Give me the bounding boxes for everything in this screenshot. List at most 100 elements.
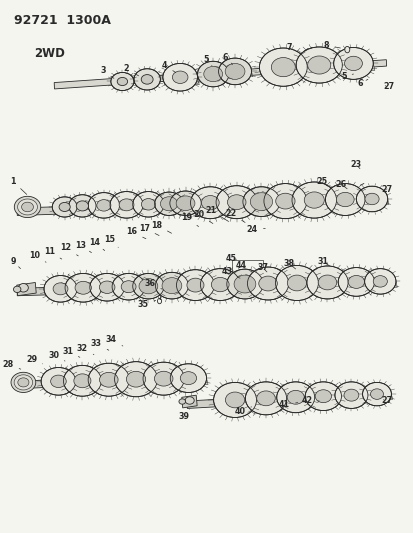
Text: 14: 14 — [89, 238, 104, 251]
Polygon shape — [334, 395, 368, 401]
Text: 26: 26 — [335, 180, 347, 189]
Polygon shape — [216, 202, 258, 209]
Polygon shape — [88, 205, 121, 212]
Ellipse shape — [307, 56, 330, 74]
Ellipse shape — [14, 286, 21, 293]
Polygon shape — [133, 286, 165, 292]
Ellipse shape — [19, 284, 28, 292]
Polygon shape — [197, 74, 230, 79]
Ellipse shape — [180, 372, 196, 385]
Ellipse shape — [334, 382, 367, 408]
Polygon shape — [291, 200, 337, 207]
Ellipse shape — [44, 276, 77, 302]
Polygon shape — [218, 71, 252, 77]
Polygon shape — [242, 201, 281, 207]
Text: 44: 44 — [235, 261, 252, 272]
Polygon shape — [181, 395, 197, 408]
Ellipse shape — [18, 378, 29, 387]
Ellipse shape — [97, 200, 111, 211]
Ellipse shape — [121, 281, 136, 293]
Text: 13: 13 — [76, 241, 91, 253]
Polygon shape — [306, 282, 349, 289]
Polygon shape — [213, 400, 258, 407]
Text: 38: 38 — [283, 260, 295, 269]
Polygon shape — [17, 196, 386, 215]
Ellipse shape — [141, 199, 155, 210]
Text: 22: 22 — [225, 209, 244, 222]
Ellipse shape — [347, 276, 364, 288]
Ellipse shape — [333, 47, 373, 79]
Ellipse shape — [263, 183, 306, 219]
Ellipse shape — [50, 375, 66, 387]
Text: 29: 29 — [26, 355, 43, 364]
Ellipse shape — [271, 58, 294, 77]
Text: 92721  1300A: 92721 1300A — [14, 14, 111, 27]
Ellipse shape — [160, 197, 177, 211]
Ellipse shape — [373, 276, 387, 287]
Ellipse shape — [276, 382, 314, 413]
Ellipse shape — [11, 372, 36, 392]
Polygon shape — [356, 199, 388, 204]
Text: 3: 3 — [100, 67, 114, 78]
Ellipse shape — [117, 77, 127, 86]
Polygon shape — [133, 204, 165, 209]
Ellipse shape — [314, 390, 331, 402]
Text: 27: 27 — [380, 396, 391, 405]
Text: 5: 5 — [203, 55, 211, 66]
Ellipse shape — [76, 201, 88, 211]
Text: 33: 33 — [91, 339, 109, 350]
Ellipse shape — [325, 183, 364, 215]
Polygon shape — [263, 201, 308, 208]
Ellipse shape — [258, 276, 277, 291]
Ellipse shape — [190, 187, 230, 219]
Ellipse shape — [75, 281, 91, 294]
Text: 23: 23 — [350, 160, 361, 169]
Ellipse shape — [65, 273, 101, 302]
Ellipse shape — [176, 196, 195, 211]
Ellipse shape — [178, 399, 185, 404]
Ellipse shape — [170, 364, 206, 392]
Ellipse shape — [114, 362, 157, 397]
Text: 16: 16 — [126, 228, 145, 239]
Text: 15: 15 — [104, 236, 118, 247]
Text: 21: 21 — [205, 206, 228, 221]
Ellipse shape — [337, 268, 374, 296]
Text: 17: 17 — [138, 224, 159, 236]
Ellipse shape — [275, 265, 318, 301]
Text: 11: 11 — [44, 247, 62, 259]
Ellipse shape — [211, 277, 228, 292]
Polygon shape — [110, 205, 144, 211]
Ellipse shape — [216, 185, 257, 219]
Polygon shape — [333, 63, 374, 70]
Text: 34: 34 — [105, 335, 123, 346]
Ellipse shape — [259, 48, 306, 86]
Ellipse shape — [90, 273, 124, 301]
Polygon shape — [41, 381, 77, 388]
Polygon shape — [325, 199, 366, 206]
Text: 32: 32 — [77, 344, 94, 354]
Text: 24: 24 — [246, 225, 265, 234]
Polygon shape — [176, 285, 216, 292]
Ellipse shape — [176, 270, 214, 301]
Ellipse shape — [250, 193, 272, 211]
Ellipse shape — [21, 202, 33, 212]
Polygon shape — [247, 284, 290, 290]
Ellipse shape — [111, 72, 134, 91]
Ellipse shape — [59, 203, 70, 212]
Ellipse shape — [245, 382, 286, 415]
Ellipse shape — [295, 47, 342, 83]
Ellipse shape — [318, 275, 336, 290]
Ellipse shape — [335, 192, 353, 207]
Ellipse shape — [162, 63, 197, 91]
Text: 35: 35 — [137, 300, 155, 309]
Text: 8: 8 — [323, 41, 339, 50]
Ellipse shape — [88, 192, 119, 218]
Ellipse shape — [256, 391, 275, 406]
Ellipse shape — [18, 199, 37, 215]
Ellipse shape — [304, 192, 323, 208]
Ellipse shape — [53, 283, 68, 295]
Ellipse shape — [197, 61, 228, 87]
Polygon shape — [275, 283, 319, 290]
Polygon shape — [17, 278, 386, 296]
Text: 5: 5 — [340, 71, 353, 80]
